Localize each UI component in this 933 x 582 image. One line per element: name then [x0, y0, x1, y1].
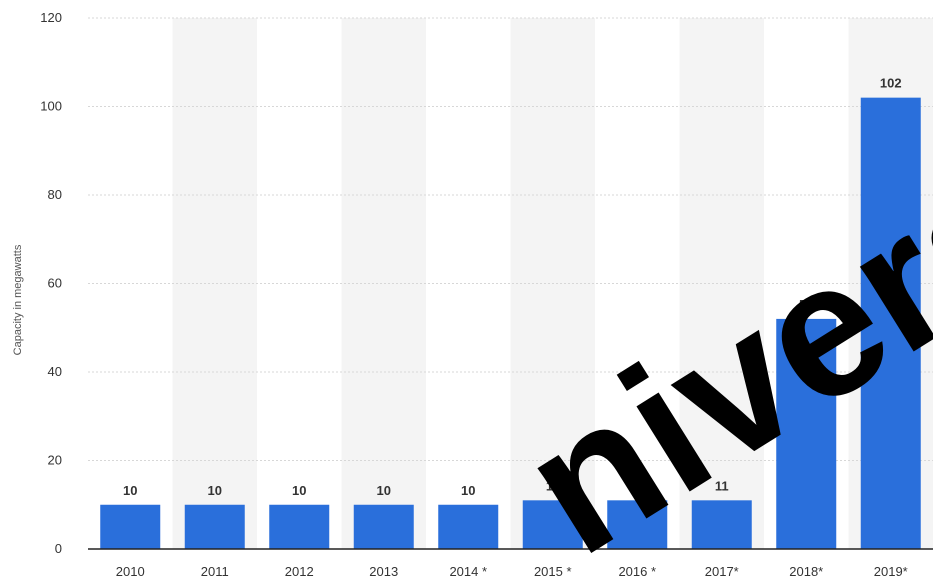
- x-tick-label: 2013: [369, 564, 398, 577]
- bar: [100, 505, 160, 549]
- data-label: 10: [292, 483, 306, 498]
- x-tick-label: 2014 *: [449, 564, 487, 577]
- bar: [269, 505, 329, 549]
- x-tick-label: 2012: [285, 564, 314, 577]
- y-tick-label: 0: [55, 541, 62, 556]
- x-tick-label: 2011: [201, 564, 229, 577]
- x-tick-label: 2010: [116, 564, 145, 577]
- data-label: 10: [208, 483, 222, 498]
- data-label: 102: [880, 76, 902, 91]
- x-tick-label: 2019*: [874, 564, 908, 577]
- x-tick-label: 2018*: [789, 564, 823, 577]
- y-axis-ticks: 0 20 40 60 80 100 120: [40, 10, 62, 556]
- y-tick-label: 20: [48, 453, 62, 468]
- y-tick-label: 120: [40, 10, 62, 25]
- y-tick-label: 80: [48, 187, 62, 202]
- x-tick-label: 2017*: [705, 564, 739, 577]
- bar: [438, 505, 498, 549]
- data-label: 10: [377, 483, 391, 498]
- bar: [185, 505, 245, 549]
- y-tick-label: 100: [40, 99, 62, 114]
- x-tick-label: 2015 *: [534, 564, 572, 577]
- y-tick-label: 60: [48, 276, 62, 291]
- data-label: 10: [461, 483, 475, 498]
- data-label: 10: [123, 483, 137, 498]
- y-tick-label: 40: [48, 364, 62, 379]
- y-axis-label: Capacity in megawatts: [12, 244, 24, 355]
- bar: [354, 505, 414, 549]
